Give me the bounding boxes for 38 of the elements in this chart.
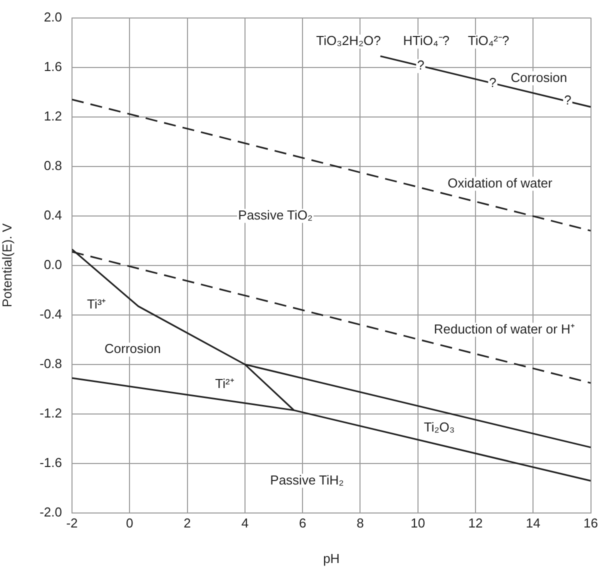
y-tick-label: 0.8 (44, 158, 62, 173)
y-tick-label: 1.6 (44, 58, 62, 74)
x-tick-label: 0 (126, 515, 134, 530)
y-tick-label: -0.4 (40, 306, 62, 322)
x-tick-label: 10 (410, 515, 426, 530)
x-tick-label: -2 (66, 515, 78, 530)
annotation: Reduction of water or H⁺ (434, 321, 574, 336)
annotation: Corrosion (510, 70, 568, 85)
y-tick-label: -0.8 (40, 356, 62, 372)
x-tick-label: 14 (526, 515, 540, 530)
annotation: Ti₂O₃ (424, 419, 455, 434)
annotation: Passive TiH₂ (270, 472, 344, 488)
annotation: TiO₄²⁻? (468, 33, 510, 48)
annotation: Ti³⁺ (87, 296, 106, 312)
x-tick-label: 4 (241, 515, 249, 530)
annotation: ? (564, 92, 572, 108)
x-axis-title: pH (323, 550, 340, 566)
y-tick-label: -1.6 (40, 455, 62, 470)
annotation: TiO₃2H₂O? (316, 33, 381, 48)
x-tick-label: 8 (356, 515, 364, 530)
annotation: ? (417, 58, 424, 73)
y-tick-label: 0.0 (44, 256, 62, 272)
x-tick-label: 6 (298, 515, 306, 530)
annotation: Oxidation of water (448, 175, 554, 190)
y-axis-title: Potential(E). V (0, 223, 14, 308)
y-tick-label: 2.0 (44, 9, 62, 24)
x-tick-label: 16 (584, 515, 598, 530)
x-tick-label: 12 (468, 515, 483, 530)
annotation: HTiO₄⁻? (403, 33, 450, 48)
annotation: Corrosion (104, 341, 161, 356)
annotation: Passive TiO₂ (238, 207, 313, 222)
x-tick-label: 2 (184, 515, 191, 530)
y-tick-label: -2.0 (40, 504, 62, 520)
y-tick-label: 0.4 (44, 207, 62, 222)
y-tick-label: 1.2 (44, 108, 62, 124)
annotation: ? (489, 74, 496, 90)
annotation: Ti²⁺ (215, 376, 234, 391)
y-tick-label: -1.2 (40, 406, 62, 421)
